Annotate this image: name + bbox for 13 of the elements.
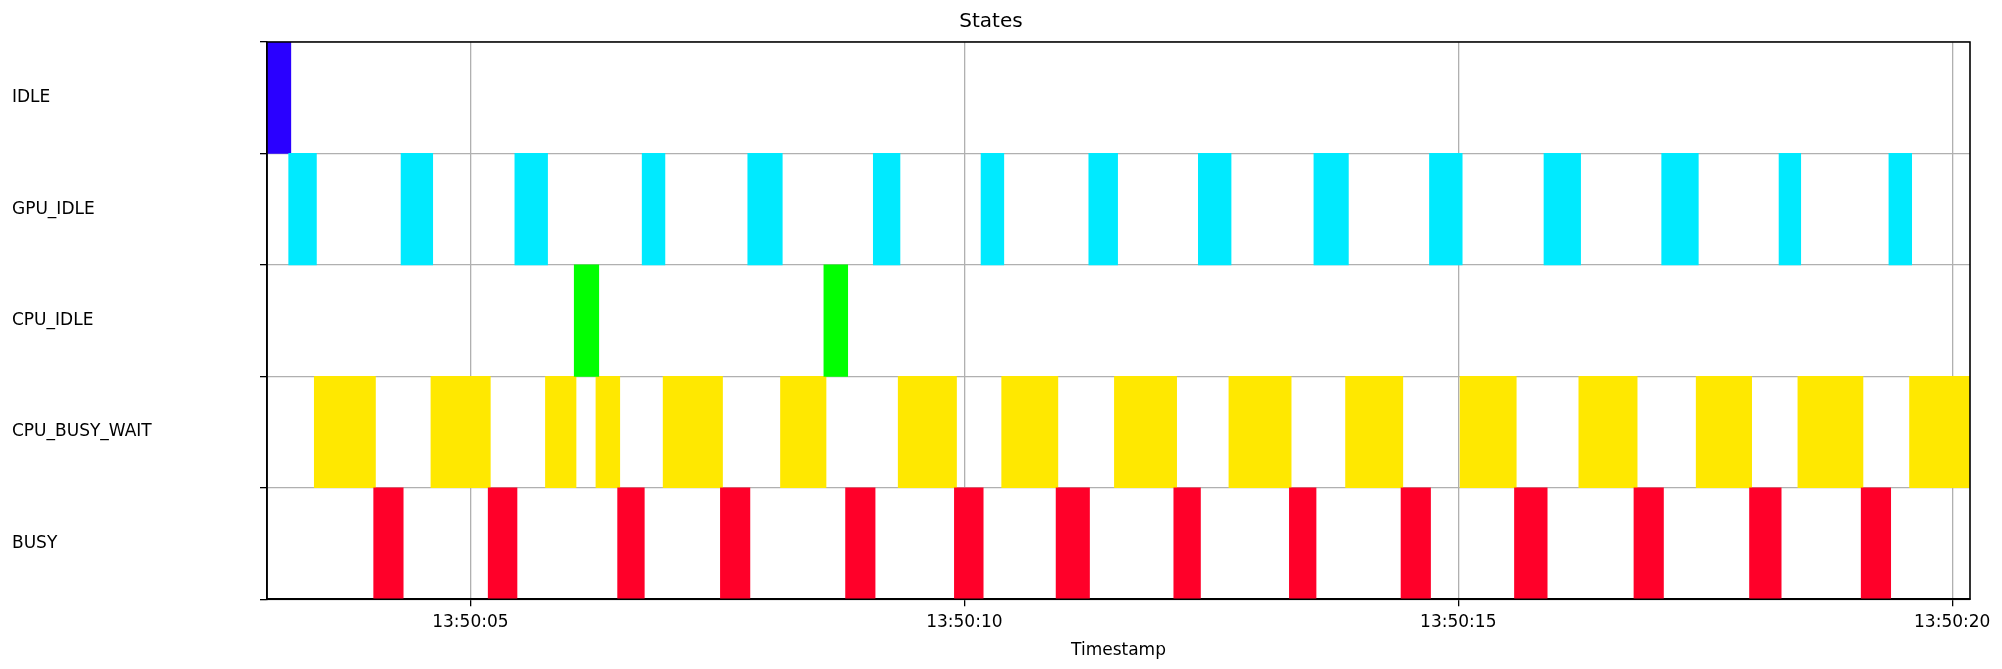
y-tick-label: CPU_IDLE [12,309,94,331]
x-axis-title: Timestamp [1070,639,1166,660]
x-tick-label: 13:50:20 [1914,610,1991,631]
y-tick-label: IDLE [12,86,51,107]
bar [267,42,292,154]
bar [1909,375,1970,489]
x-tick-label: 13:50:10 [926,610,1003,631]
y-tick-label: BUSY [12,531,58,552]
x-tick-label: 13:50:15 [1420,610,1497,631]
x-tick-label: 13:50:05 [432,610,509,631]
chart-title: States [959,8,1023,33]
y-tick-label: GPU_IDLE [12,197,95,219]
y-tick-label: CPU_BUSY_WAIT [12,420,153,442]
